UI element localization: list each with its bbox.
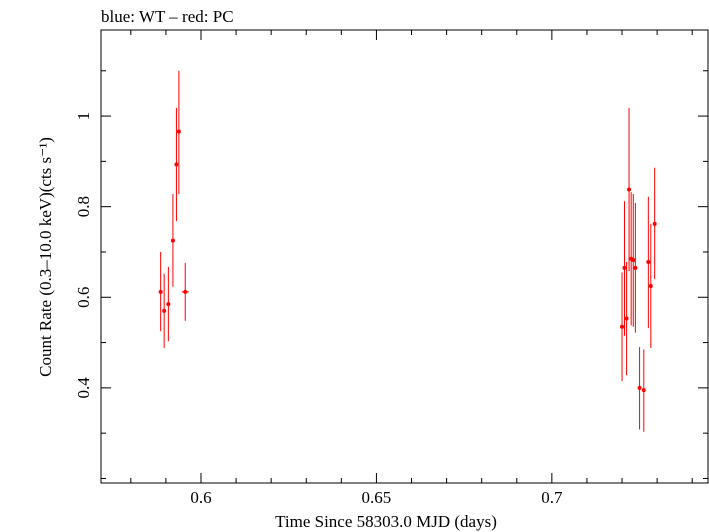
y-tick-label: 1 [74,112,93,121]
data-point [624,316,629,321]
x-axis-label: Time Since 58303.0 MJD (days) [275,512,497,531]
y-axis-label: Count Rate (0.3–10.0 keV)(cts s⁻¹) [36,137,55,377]
data-point [166,302,171,307]
data-point [158,289,163,294]
data-point [170,238,175,243]
x-axis: 0.6 0.65 0.7 [130,30,693,507]
chart-title: blue: WT – red: PC [101,7,234,26]
y-tick-label: 0.8 [74,196,93,217]
data-point [627,187,632,192]
y-tick-label: 0.4 [74,377,93,399]
data-point [622,265,627,270]
x-tick-label: 0.6 [190,488,211,507]
y-tick-label: 0.6 [74,287,93,308]
data-point [631,258,636,263]
data-point [652,221,657,226]
data-point [646,259,651,264]
y-axis: 0.4 0.6 0.8 1 [74,70,708,479]
data-point [620,324,625,329]
data-point [174,162,179,167]
data-point [637,385,642,390]
data-point [641,388,646,393]
x-tick-label: 0.65 [362,488,392,507]
data-point [648,283,653,288]
data-point [176,129,181,134]
x-tick-label: 0.7 [541,488,563,507]
data-series-pc [158,70,657,432]
data-point [183,289,188,294]
plot-frame [100,29,709,484]
data-point [162,308,167,313]
data-point [633,265,638,270]
